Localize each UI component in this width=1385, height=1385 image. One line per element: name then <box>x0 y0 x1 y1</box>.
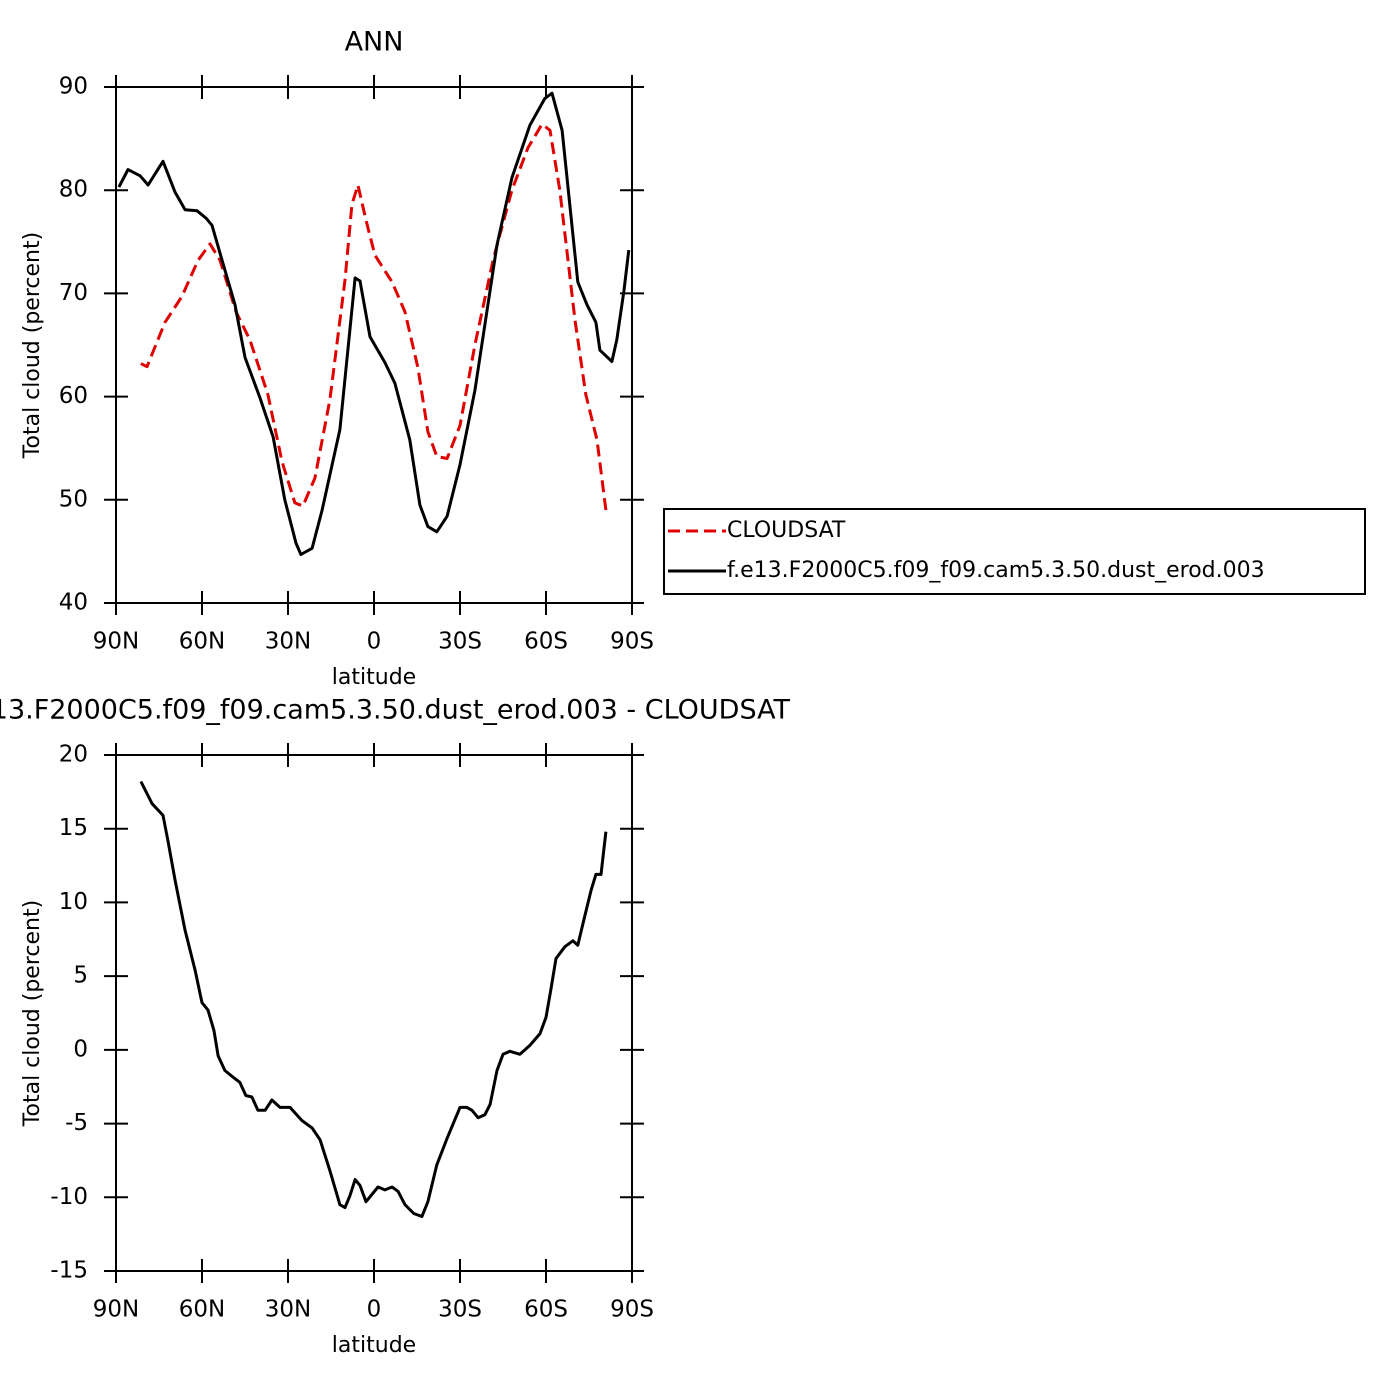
y-tick-label: 70 <box>59 280 88 306</box>
x-tick-label: 60N <box>179 1297 225 1323</box>
plot-frame <box>115 86 633 604</box>
x-axis-label: latitude <box>332 1333 416 1358</box>
x-tick-label: 0 <box>367 1297 382 1323</box>
y-tick-label: 50 <box>59 486 88 512</box>
x-tick-label: 30S <box>438 1297 482 1323</box>
data-line <box>117 91 631 556</box>
y-tick-label: -10 <box>50 1184 88 1210</box>
chart-title: ANN <box>345 27 404 58</box>
x-tick-label: 30S <box>438 629 482 655</box>
y-tick-label: 20 <box>59 742 88 768</box>
y-tick-label: -15 <box>50 1258 88 1284</box>
legend-label: CLOUDSAT <box>727 518 846 543</box>
y-tick-label: 60 <box>59 383 88 409</box>
y-tick-label: 10 <box>59 889 88 915</box>
data-line <box>140 122 608 511</box>
y-tick-label: -5 <box>65 1110 88 1136</box>
x-tick-label: 90N <box>93 629 139 655</box>
x-tick-label: 90S <box>610 1297 654 1323</box>
y-tick-label: 0 <box>73 1036 88 1062</box>
y-tick-label: 15 <box>59 815 88 841</box>
y-axis-label: Total cloud (percent) <box>20 232 45 459</box>
legend-frame <box>663 508 1366 595</box>
x-tick-label: 90N <box>93 1297 139 1323</box>
legend-label: f.e13.F2000C5.f09_f09.cam5.3.50.dust_ero… <box>727 558 1265 583</box>
y-tick-label: 80 <box>59 177 88 203</box>
y-tick-label: 40 <box>59 590 88 616</box>
y-tick-label: 90 <box>59 74 88 100</box>
x-tick-label: 30N <box>265 1297 311 1323</box>
plot-frame <box>115 754 633 1272</box>
x-tick-label: 90S <box>610 629 654 655</box>
x-tick-label: 60S <box>524 629 568 655</box>
x-tick-label: 60S <box>524 1297 568 1323</box>
x-axis-label: latitude <box>332 665 416 690</box>
x-tick-label: 30N <box>265 629 311 655</box>
chart-title: f.e13.F2000C5.f09_f09.cam5.3.50.dust_ero… <box>0 695 790 726</box>
x-tick-label: 0 <box>367 629 382 655</box>
legend: CLOUDSAT f.e13.F2000C5.f09_f09.cam5.3.50.… <box>663 508 1366 595</box>
x-tick-label: 60N <box>179 629 225 655</box>
y-tick-label: 5 <box>73 963 88 989</box>
data-line <box>139 780 608 1218</box>
y-axis-label: Total cloud (percent) <box>20 900 45 1127</box>
